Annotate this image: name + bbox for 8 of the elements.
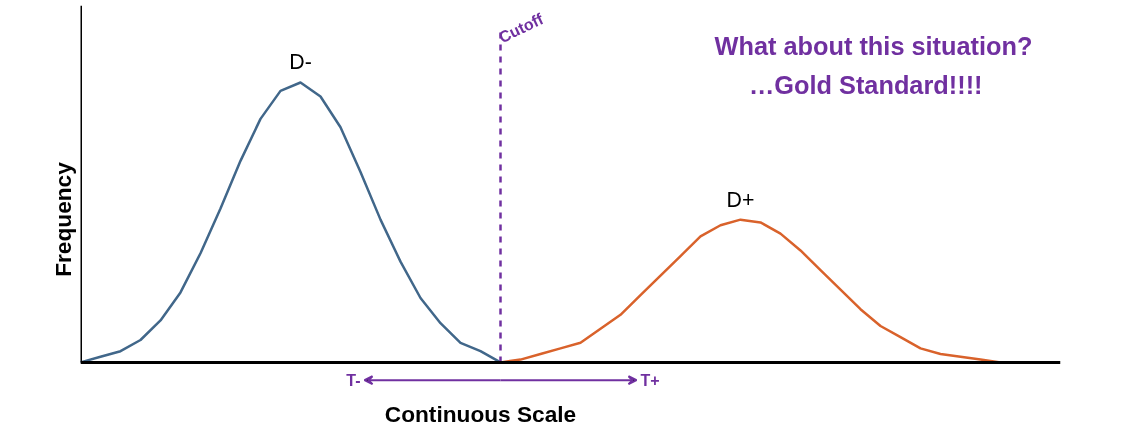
- x-axis-title: Continuous Scale: [384, 400, 577, 427]
- y-axis-title: Frequency: [49, 161, 76, 277]
- series-label: D-: [289, 50, 312, 75]
- series-label: D+: [726, 187, 755, 212]
- text: T-: [346, 371, 361, 389]
- text: T+: [640, 371, 660, 389]
- text: What about this situation?: [714, 32, 1033, 61]
- annotation: …Gold Standard!!!!: [748, 71, 983, 100]
